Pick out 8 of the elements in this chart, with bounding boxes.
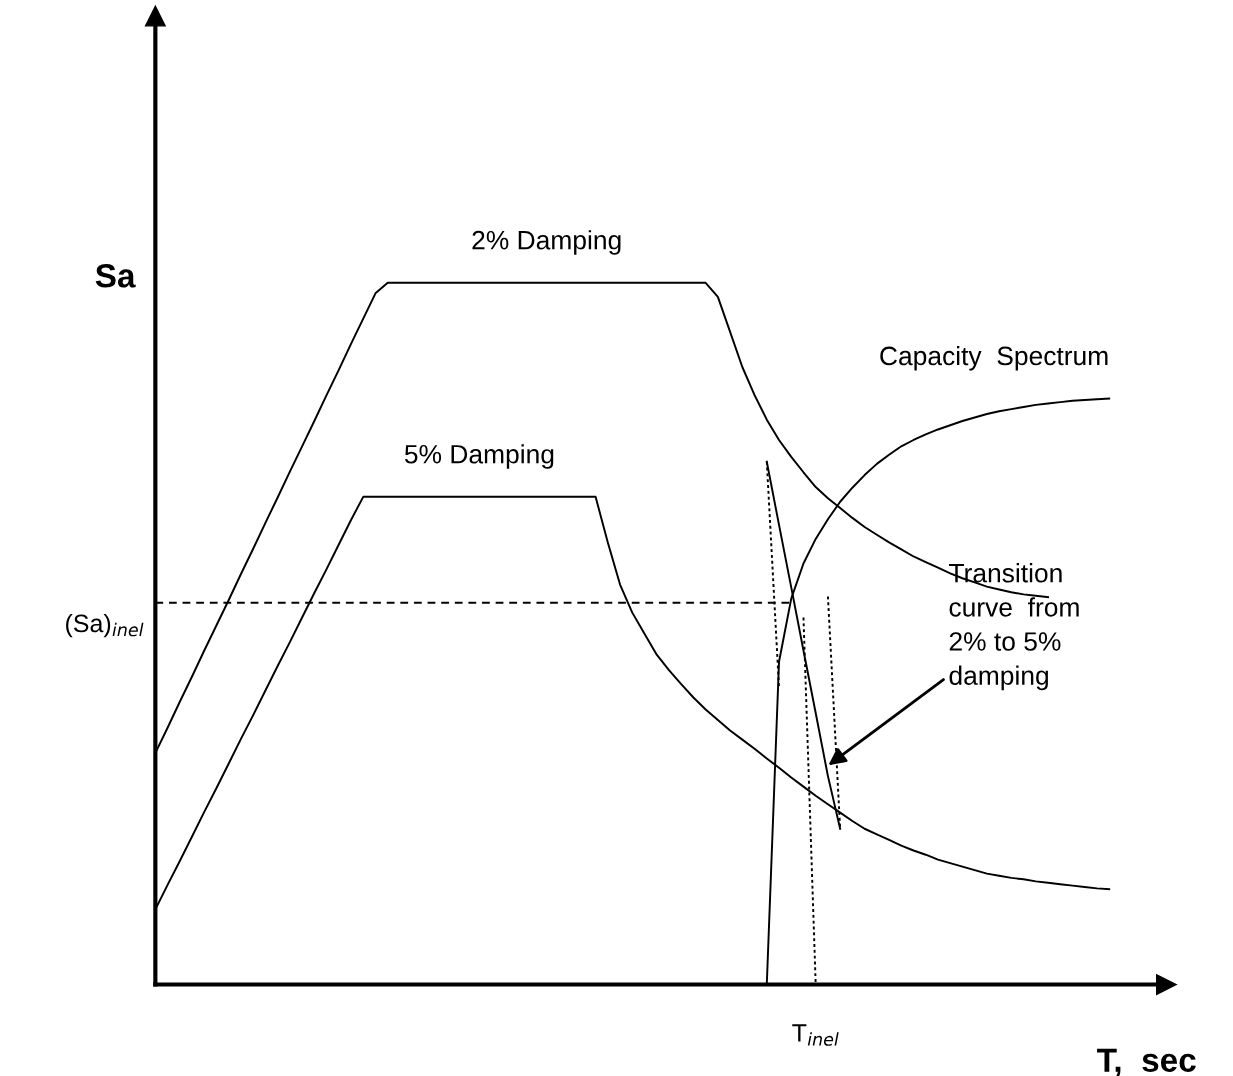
y-axis-title: Sa xyxy=(95,264,136,288)
series-label: 5% Damping xyxy=(404,444,554,469)
text: (Sa)$_{inel}$ xyxy=(66,613,144,638)
series-label: 2% Damping xyxy=(472,230,621,255)
series-label: Capacity Spectrum xyxy=(880,345,1108,371)
x-axis-title: T, sec xyxy=(1097,1048,1196,1076)
text: T$_{inel}$ xyxy=(792,1024,839,1046)
annotation: Transition curve from 2% to 5% damping xyxy=(949,563,1079,691)
